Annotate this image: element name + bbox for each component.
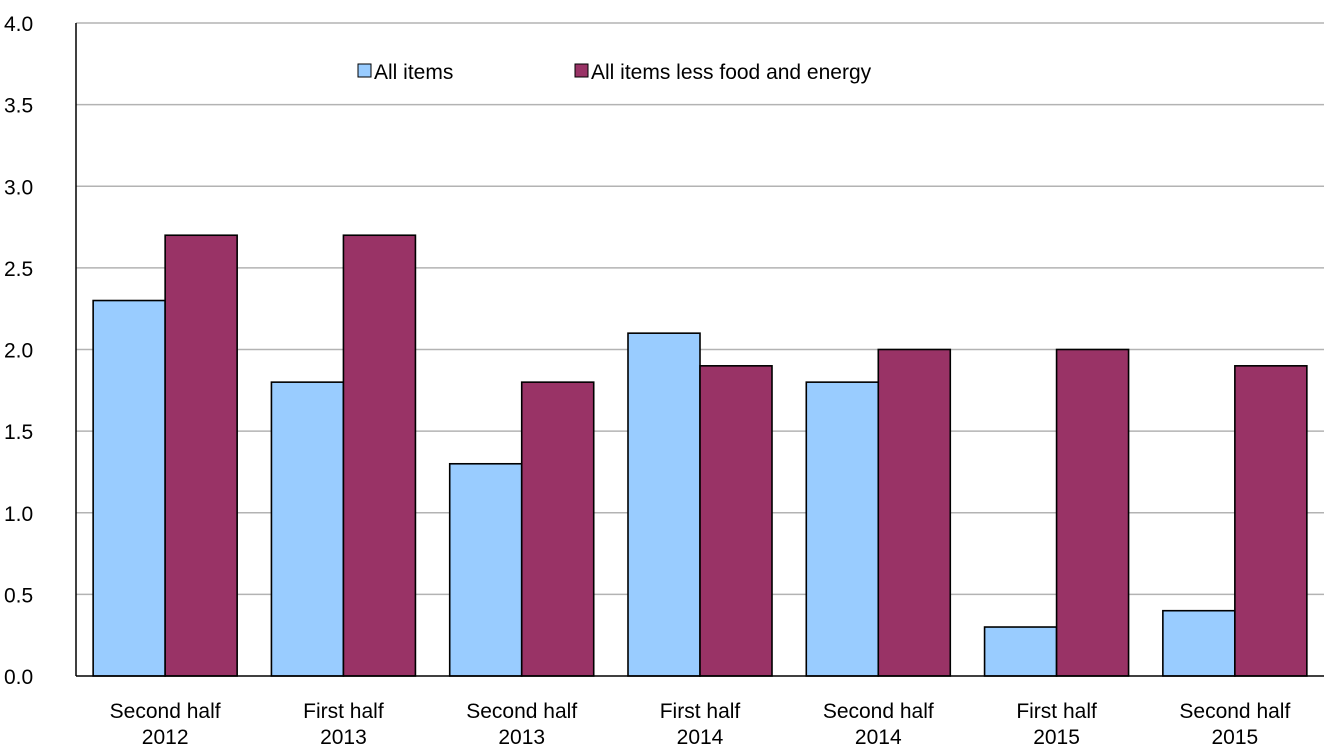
legend-label-all-items-less-food-and-energy: All items less food and energy <box>591 61 872 84</box>
bar-all-items <box>1162 609 1236 677</box>
x-axis-ticks: Second half 2012 First half 2013 Second half… <box>110 700 1291 749</box>
y-tick-label: 3.5 <box>4 95 33 118</box>
y-tick-label: 2.0 <box>4 340 33 363</box>
x-tick-label: Second half <box>110 700 221 723</box>
legend: All items All items less food and energy <box>357 61 872 84</box>
x-tick-label: 2015 <box>1211 726 1258 749</box>
bar-all-items <box>983 626 1058 677</box>
y-tick-label: 0.0 <box>4 666 33 689</box>
bar-all-items <box>270 381 345 677</box>
legend-swatch-all-items <box>357 63 372 78</box>
legend-label-all-items: All items <box>374 61 453 84</box>
bar-all-items <box>92 299 166 677</box>
x-tick-label: 2015 <box>1033 726 1080 749</box>
x-tick-label: 2014 <box>677 726 724 749</box>
y-axis-ticks: 0.0 0.5 1.0 1.5 2.0 2.5 3.0 3.5 4.0 <box>4 13 33 689</box>
bar-all-items-less-food-and-energy <box>342 234 417 677</box>
bar-all-items-less-food-and-energy <box>699 365 773 677</box>
legend-swatch-all-items-less-food-and-energy <box>574 63 589 78</box>
x-tick-label: Second half <box>1179 700 1290 723</box>
bar-all-items <box>627 332 701 677</box>
x-tick-label: First half <box>660 700 741 723</box>
y-tick-label: 3.0 <box>4 176 33 199</box>
x-tick-label: 2012 <box>142 726 189 749</box>
bar-all-items <box>448 462 523 677</box>
x-tick-label: First half <box>1016 700 1097 723</box>
x-tick-label: Second half <box>823 700 934 723</box>
y-tick-label: 1.5 <box>4 421 33 444</box>
y-tick-label: 4.0 <box>4 13 33 36</box>
y-tick-label: 0.5 <box>4 584 33 607</box>
x-tick-label: 2014 <box>855 726 902 749</box>
x-tick-label: First half <box>303 700 384 723</box>
x-tick-label: 2013 <box>320 726 367 749</box>
bar-all-items-less-food-and-energy <box>1055 348 1130 677</box>
bar-all-items-less-food-and-energy <box>1234 365 1308 677</box>
x-tick-label: Second half <box>466 700 577 723</box>
bar-all-items-less-food-and-energy <box>520 381 595 677</box>
y-tick-label: 2.5 <box>4 258 33 281</box>
axes <box>75 23 1324 677</box>
bar-all-items <box>805 381 880 677</box>
bars <box>92 234 1308 677</box>
x-tick-label: 2013 <box>498 726 545 749</box>
bar-all-items-less-food-and-energy <box>164 234 238 677</box>
y-tick-label: 1.0 <box>4 503 33 526</box>
bar-all-items-less-food-and-energy <box>877 348 952 677</box>
